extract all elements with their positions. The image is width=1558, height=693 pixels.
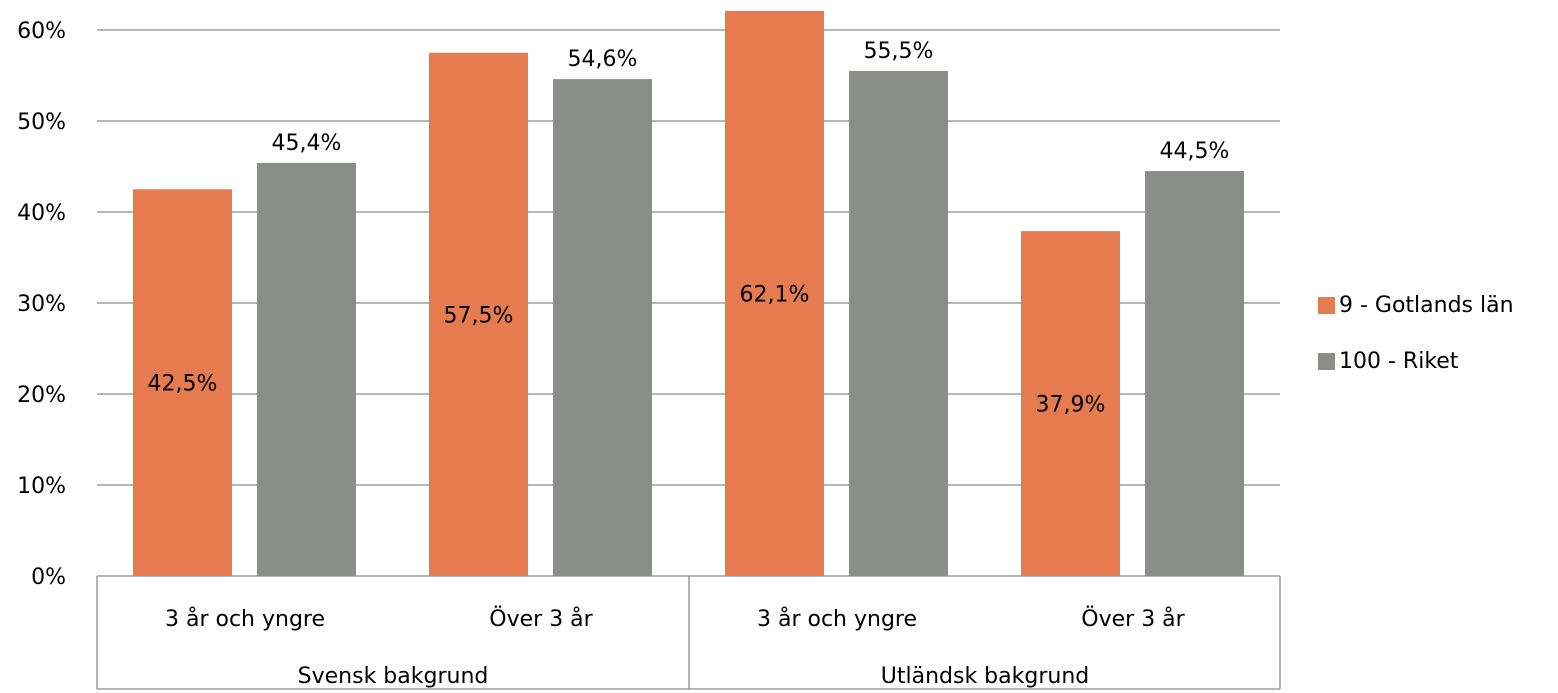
data-label: 42,5% [148, 372, 218, 397]
x-group-label: Utländsk bakgrund [881, 664, 1089, 689]
legend-item-riket: 100 - Riket [1318, 346, 1514, 376]
legend-swatch-gotland [1318, 296, 1335, 314]
y-tick-label: 0% [31, 565, 66, 590]
data-label: 57,5% [444, 303, 514, 328]
x-tick-label: 3 år och yngre [757, 606, 917, 632]
data-label: 55,5% [864, 39, 934, 64]
y-tick-label: 30% [17, 292, 66, 317]
bar-riket [553, 79, 652, 576]
legend-swatch-riket [1318, 352, 1335, 370]
legend-item-gotland: 9 - Gotlands län [1318, 290, 1514, 320]
data-label: 45,4% [272, 131, 342, 156]
data-label: 44,5% [1160, 139, 1230, 164]
bar-gotland [133, 189, 232, 576]
legend-label-riket: 100 - Riket [1339, 348, 1459, 374]
x-tick-label: 3 år och yngre [165, 606, 325, 632]
y-tick-label: 10% [17, 474, 66, 499]
y-tick-label: 50% [17, 110, 66, 135]
x-tick-label: Över 3 år [489, 606, 593, 632]
bar-riket [849, 70, 948, 576]
bar-riket [257, 162, 356, 577]
bar-gotland [1021, 231, 1120, 577]
legend-label-gotland: 9 - Gotlands län [1339, 292, 1514, 318]
data-label: 37,9% [1036, 393, 1106, 418]
data-label: 54,6% [568, 47, 638, 72]
legend: 9 - Gotlands län 100 - Riket [1318, 290, 1514, 402]
y-tick-label: 20% [17, 383, 66, 408]
x-group-label: Svensk bakgrund [298, 664, 489, 689]
y-tick-label: 60% [17, 19, 66, 44]
data-label: 62,1% [740, 282, 810, 307]
bar-gotland [725, 10, 824, 576]
y-tick-label: 40% [17, 201, 66, 226]
bar-gotland [429, 52, 528, 576]
bar-riket [1145, 171, 1244, 577]
x-tick-label: Över 3 år [1081, 606, 1185, 632]
